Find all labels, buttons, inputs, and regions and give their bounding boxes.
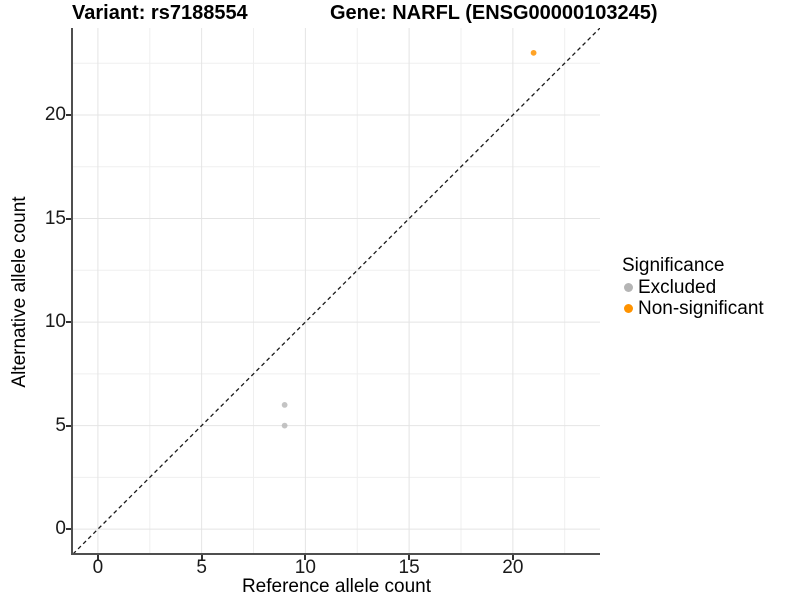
x-tick-mark	[304, 555, 307, 560]
y-tick-mark	[66, 217, 71, 220]
x-tick-mark	[511, 555, 514, 560]
y-axis-line	[71, 28, 73, 555]
plot-title-variant: Variant: rs7188554	[72, 2, 248, 24]
legend-item-label: Non-significant	[638, 297, 764, 319]
plot-panel	[73, 28, 600, 554]
x-axis-title: Reference allele count	[241, 576, 432, 597]
y-tick-label: 5	[55, 414, 66, 436]
x-tick-mark	[96, 555, 99, 560]
y-tick-mark	[66, 528, 71, 531]
x-tick-label: 0	[92, 557, 104, 578]
legend-key-dot-icon	[624, 283, 633, 292]
legend-item-excluded: Excluded	[622, 277, 798, 298]
legend-title: Significance	[622, 255, 725, 276]
x-tick-mark	[408, 555, 411, 560]
legend-items: Excluded Non-significant	[622, 277, 798, 319]
plot-canvas	[73, 28, 600, 554]
plot-title-gene: Gene: NARFL (ENSG00000103245)	[330, 2, 658, 24]
legend-item-label: Excluded	[638, 276, 717, 298]
data-point-excluded	[281, 422, 288, 429]
legend: Significance Excluded Non-significant	[622, 254, 798, 319]
x-tick-mark	[200, 555, 203, 560]
data-point-non-significant	[530, 49, 537, 56]
legend-key-dot-icon	[624, 304, 633, 313]
x-axis-line	[71, 553, 600, 555]
y-tick-label: 20	[44, 103, 66, 125]
y-tick-label: 0	[55, 518, 66, 540]
identity-line	[73, 28, 600, 554]
x-tick-label: 5	[196, 557, 207, 578]
x-tick-label: 20	[502, 557, 524, 578]
data-point-excluded	[281, 401, 288, 408]
y-tick-mark	[66, 321, 71, 324]
y-tick-mark	[66, 424, 71, 427]
x-tick-label: 10	[294, 557, 316, 578]
y-tick-label: 10	[44, 311, 66, 333]
y-axis-title: Alternative allele count	[9, 196, 30, 388]
y-tick-mark	[66, 113, 71, 116]
legend-item-non-significant: Non-significant	[622, 298, 798, 319]
x-tick-label: 15	[398, 557, 420, 578]
y-tick-label: 15	[44, 207, 66, 229]
